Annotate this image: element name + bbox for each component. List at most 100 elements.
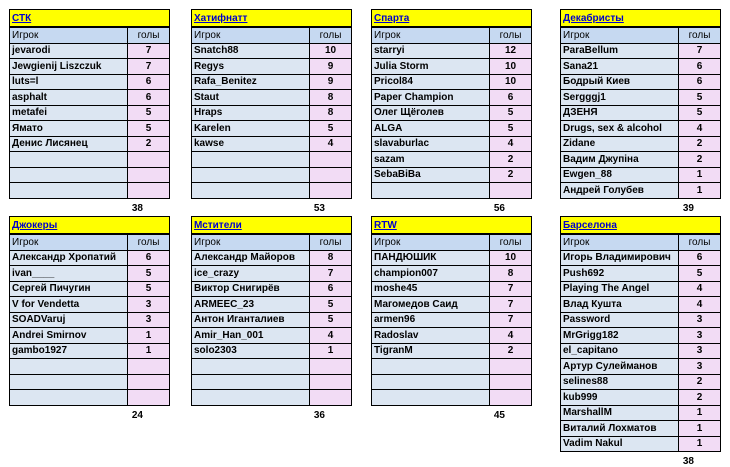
player-name: Виталий Лохматов: [560, 420, 679, 437]
team-table-grid: Хатифнатт Игрок голы Snatch88 10 Regys 9 Rafa_B…: [191, 9, 352, 199]
player-name: Amir_Han_001: [191, 327, 310, 344]
team-total-goals: 38: [131, 202, 143, 214]
player-goals: [309, 358, 352, 375]
player-goals: [489, 182, 532, 199]
player-row: starryi 12: [371, 42, 532, 59]
team-table-grid: Джокеры Игрок голы Александр Хропатий 6 ivan_…: [9, 216, 170, 406]
player-row: Sana21 6: [560, 58, 721, 75]
player-goals: 2: [678, 151, 721, 168]
player-row: Zidane 2: [560, 135, 721, 152]
player-name: slavaburlac: [371, 135, 490, 152]
player-name: Staut: [191, 89, 310, 106]
player-row: Артур Сулейманов 3: [560, 358, 721, 375]
player-name: [191, 151, 310, 168]
team-table: Хатифнатт Игрок голы Snatch88 10 Regys 9 Rafa_B…: [191, 9, 352, 214]
team-table: Барселона Игрок голы Игорь Владимирович 6 Pus…: [560, 216, 721, 467]
team-table-grid: Спарта Игрок голы starryi 12 Julia Storm 10 Pri…: [371, 9, 532, 199]
player-name: Drugs, sex & alcohol: [560, 120, 679, 137]
player-goals: 1: [678, 166, 721, 183]
column-header-goals: голы: [127, 26, 170, 44]
player-name: Андрей Голубев: [560, 182, 679, 199]
player-goals: [309, 166, 352, 183]
player-name: solo2303: [191, 342, 310, 359]
player-goals: 2: [678, 389, 721, 406]
player-row: Amir_Han_001 4: [191, 327, 352, 344]
player-row: Karelen 5: [191, 120, 352, 137]
player-goals: 9: [309, 58, 352, 75]
player-row: Push692 5: [560, 265, 721, 282]
player-name: Zidane: [560, 135, 679, 152]
player-row: kawse 4: [191, 135, 352, 152]
player-goals: 2: [678, 373, 721, 390]
player-row: ДЗЕНЯ 5: [560, 104, 721, 121]
player-goals: 7: [127, 58, 170, 75]
player-name: ice_crazy: [191, 265, 310, 282]
player-goals: 2: [127, 135, 170, 152]
player-goals: 6: [127, 73, 170, 90]
player-goals: 6: [489, 89, 532, 106]
player-goals: 5: [127, 120, 170, 137]
player-goals: 4: [678, 120, 721, 137]
player-name: [191, 182, 310, 199]
column-header-player: Игрок: [9, 233, 128, 251]
team-table: СТК Игрок голы jevarodi 7 Jewgienij Liszczuk 7…: [9, 9, 170, 214]
player-name: champion007: [371, 265, 490, 282]
player-row: [191, 358, 352, 375]
player-name: kawse: [191, 135, 310, 152]
player-goals: [127, 166, 170, 183]
player-name: metafei: [9, 104, 128, 121]
player-goals: 8: [309, 249, 352, 266]
player-row: [191, 166, 352, 183]
player-goals: 5: [678, 104, 721, 121]
player-row: slavaburlac 4: [371, 135, 532, 152]
player-name: [191, 389, 310, 406]
player-row: [9, 182, 170, 199]
team-name: СТК: [9, 9, 170, 28]
team-table-grid: Мстители Игрок голы Александр Майоров 8 ice_c…: [191, 216, 352, 406]
player-row: sazam 2: [371, 151, 532, 168]
player-goals: [127, 389, 170, 406]
player-name: Regys: [191, 58, 310, 75]
player-row: SOADVaruj 3: [9, 311, 170, 328]
column-header-player: Игрок: [191, 26, 310, 44]
player-row: Hraps 8: [191, 104, 352, 121]
player-goals: 10: [309, 42, 352, 59]
player-goals: 6: [309, 280, 352, 297]
player-row: [371, 373, 532, 390]
team-total-goals: 53: [313, 202, 325, 214]
player-row: [371, 358, 532, 375]
player-name: Александр Майоров: [191, 249, 310, 266]
team-table: RTW Игрок голы ПАНДЮШИК 10 champion007 8 moshe4…: [371, 216, 532, 421]
player-row: Ewgen_88 1: [560, 166, 721, 183]
player-name: Snatch88: [191, 42, 310, 59]
player-row: [9, 389, 170, 406]
player-name: Сергей Пичугин: [9, 280, 128, 297]
team-total-goals: 36: [313, 409, 325, 421]
player-name: Hraps: [191, 104, 310, 121]
player-row: [9, 373, 170, 390]
player-row: ARMEEC_23 5: [191, 296, 352, 313]
player-row: Александр Хропатий 6: [9, 249, 170, 266]
player-row: [371, 182, 532, 199]
player-goals: [127, 182, 170, 199]
column-header-goals: голы: [678, 233, 721, 251]
team-table: Мстители Игрок голы Александр Майоров 8 ice_c…: [191, 216, 352, 421]
player-name: [191, 373, 310, 390]
player-name: MrGrigg182: [560, 327, 679, 344]
player-goals: 3: [127, 311, 170, 328]
player-row: ivan____ 5: [9, 265, 170, 282]
player-goals: [309, 182, 352, 199]
player-goals: 7: [309, 265, 352, 282]
player-goals: 3: [678, 327, 721, 344]
column-header-goals: голы: [678, 26, 721, 44]
player-row: [9, 166, 170, 183]
player-goals: 5: [678, 89, 721, 106]
player-row: Влад Кушта 4: [560, 296, 721, 313]
player-name: [9, 151, 128, 168]
player-name: sazam: [371, 151, 490, 168]
player-row: Radoslav 4: [371, 327, 532, 344]
player-name: Игорь Владимирович: [560, 249, 679, 266]
player-name: Ямато: [9, 120, 128, 137]
player-row: Ямато 5: [9, 120, 170, 137]
player-goals: 10: [489, 58, 532, 75]
